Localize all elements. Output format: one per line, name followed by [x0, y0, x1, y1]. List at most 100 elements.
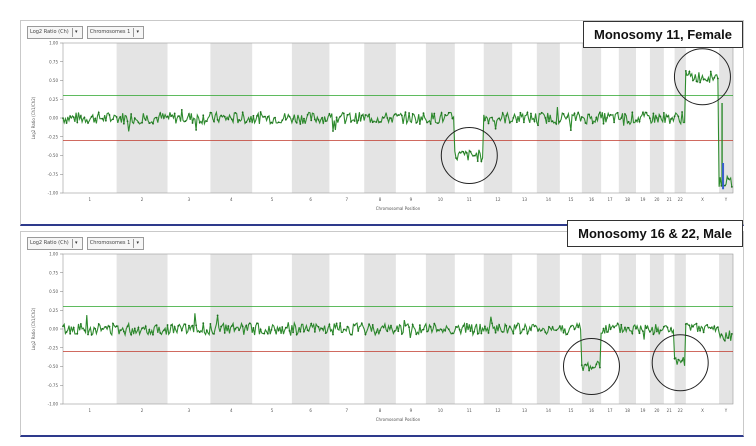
data-point: [173, 325, 176, 328]
y-tick-label: -0.50: [48, 364, 59, 369]
data-point: [501, 331, 504, 333]
x-tick-label: 21: [667, 197, 673, 202]
data-point: [155, 116, 158, 119]
x-tick-label: 20: [654, 408, 660, 413]
data-point: [62, 325, 64, 328]
data-point: [198, 331, 201, 334]
chrom-select-bottom[interactable]: Chromosomes 1 ▾: [86, 236, 145, 250]
ratio-select-bottom[interactable]: Log2 Ratio (Ch) ▾: [27, 236, 83, 250]
data-point: [501, 112, 504, 114]
annotation-circle: [673, 48, 731, 106]
data-point: [357, 330, 360, 332]
data-point: [555, 329, 558, 332]
data-point: [624, 113, 626, 115]
y-tick-label: -0.25: [48, 134, 59, 139]
data-point: [473, 154, 476, 157]
data-point: [515, 121, 518, 124]
data-point: [709, 327, 712, 330]
data-point: [87, 333, 89, 336]
data-point: [360, 114, 363, 117]
data-point: [227, 325, 230, 327]
data-point: [408, 112, 410, 114]
data-point: [328, 323, 331, 326]
data-point: [295, 333, 298, 336]
chromosome-band: [719, 254, 733, 404]
data-point: [484, 325, 486, 328]
data-point: [569, 129, 572, 132]
x-tick-label: 3: [188, 408, 191, 413]
data-point: [360, 322, 363, 325]
data-point: [684, 70, 687, 72]
data-point: [695, 80, 698, 83]
data-point: [476, 332, 479, 335]
x-tick-label: 11: [467, 197, 473, 202]
y-tick-label: 0.25: [49, 97, 58, 102]
data-point: [444, 329, 447, 332]
data-point: [638, 120, 641, 123]
data-point: [440, 328, 443, 331]
data-point: [393, 113, 396, 116]
chrom-select-top[interactable]: Chromosomes 1 ▾: [86, 25, 145, 39]
data-point: [684, 323, 687, 325]
y-tick-label: 1.00: [49, 252, 58, 257]
chromosome-band: [674, 43, 686, 193]
data-point: [94, 117, 97, 120]
data-point: [241, 111, 244, 114]
data-point: [180, 329, 183, 332]
ratio-select-label: Log2 Ratio (Ch): [30, 29, 69, 35]
y-tick-label: 0.00: [49, 327, 58, 332]
y-tick-label: -0.75: [48, 172, 59, 177]
chevron-down-icon: ▾: [71, 238, 80, 248]
data-point: [505, 324, 508, 327]
data-point: [101, 327, 104, 330]
x-tick-label: 21: [667, 408, 673, 413]
data-point: [317, 118, 320, 121]
data-point: [342, 328, 345, 331]
x-tick-label: 13: [522, 197, 528, 202]
toolbar-bottom: Log2 Ratio (Ch) ▾ Chromosomes 1 ▾: [27, 236, 145, 250]
data-point: [713, 76, 716, 79]
x-tick-label: 12: [495, 197, 501, 202]
y-tick-label: -0.25: [48, 345, 59, 350]
data-point: [390, 117, 392, 120]
data-point: [313, 330, 316, 333]
data-point: [458, 151, 461, 154]
data-point: [353, 324, 356, 327]
data-point: [231, 325, 233, 327]
data-point: [723, 339, 726, 342]
annotation-circle: [440, 127, 498, 184]
ratio-select-top[interactable]: Log2 Ratio (Ch) ▾: [27, 25, 83, 39]
data-point: [148, 328, 151, 331]
data-point: [281, 119, 284, 122]
data-point: [299, 123, 302, 125]
data-point: [266, 332, 269, 335]
chevron-down-icon: ▾: [133, 27, 141, 37]
data-point: [642, 111, 644, 114]
data-point: [270, 328, 273, 331]
chromosome-band: [581, 254, 602, 404]
data-point: [426, 121, 428, 124]
data-point: [137, 121, 140, 124]
x-tick-label: 5: [271, 197, 274, 202]
data-point: [631, 111, 634, 114]
data-point: [444, 113, 447, 116]
data-point: [209, 322, 212, 325]
data-point: [166, 115, 169, 118]
data-point: [429, 123, 432, 125]
chevron-down-icon: ▾: [71, 27, 80, 37]
data-point: [252, 326, 255, 329]
data-point: [335, 116, 338, 119]
data-point: [451, 332, 454, 335]
data-point: [635, 119, 637, 122]
data-point: [588, 113, 590, 116]
data-point: [635, 327, 637, 330]
y-tick-label: 0.50: [49, 289, 58, 294]
data-point: [379, 120, 381, 123]
data-point: [404, 111, 407, 114]
x-tick-label: 10: [438, 197, 444, 202]
x-axis-label: Chromosomal Position: [376, 206, 421, 211]
data-point: [519, 332, 522, 335]
data-point: [368, 323, 370, 326]
x-tick-label: 3: [188, 197, 191, 202]
x-tick-label: 8: [379, 408, 382, 413]
